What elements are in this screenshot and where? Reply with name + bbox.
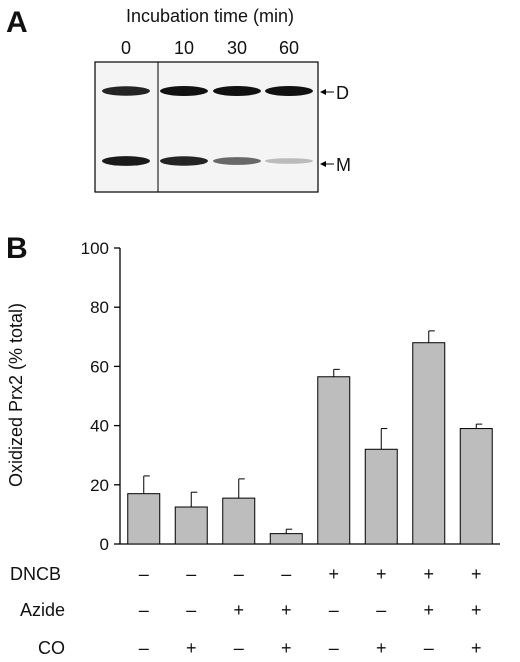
treatment-co-4: – [329, 638, 339, 658]
y-tick-label: 60 [90, 357, 109, 376]
treatment-dncb-3: – [281, 564, 291, 584]
panel-a-letter: A [6, 6, 28, 39]
monomer-marker-label: M [336, 155, 351, 175]
panel-b: B Oxidized Prx2 (% total) 0 20 40 60 80 100 D… [6, 232, 500, 658]
monomer-band-3 [265, 158, 313, 164]
lane-label-1: 10 [174, 38, 194, 58]
lane-label-2: 30 [227, 38, 247, 58]
y-tick-label: 20 [90, 476, 109, 495]
treatment-azide-0: – [139, 600, 149, 620]
treatment-dncb-7: + [471, 564, 482, 584]
factor-label-co: CO [38, 638, 65, 658]
dimer-band-2 [213, 86, 261, 96]
monomer-band-0 [102, 156, 150, 166]
dimer-marker-arrowhead [320, 89, 326, 95]
y-tick-label: 100 [81, 239, 109, 258]
panel-a: A Incubation time (min) 0 10 30 60 D M [6, 6, 351, 193]
y-tick-label: 0 [100, 535, 109, 554]
bar-6 [412, 342, 446, 545]
bar-3 [269, 533, 303, 545]
treatment-azide-3: + [281, 600, 292, 620]
treatment-dncb-0: – [139, 564, 149, 584]
blot-frame [94, 61, 319, 193]
bar-2 [222, 497, 256, 545]
monomer-band-2 [213, 157, 261, 165]
treatment-azide-4: – [329, 600, 339, 620]
monomer-band-1 [160, 156, 208, 166]
treatment-matrix: – – – – + + + + – – + + – – + + – + – + – + – + [139, 564, 482, 658]
treatment-dncb-1: – [186, 564, 196, 584]
treatment-azide-6: + [423, 600, 434, 620]
y-axis-label: Oxidized Prx2 (% total) [6, 303, 26, 487]
dimer-band-1 [160, 86, 208, 96]
y-tick-label: 40 [90, 417, 109, 436]
treatment-co-3: + [281, 638, 292, 658]
panel-b-letter: B [6, 232, 28, 265]
treatment-azide-7: + [471, 600, 482, 620]
treatment-azide-2: + [233, 600, 244, 620]
treatment-dncb-2: – [234, 564, 244, 584]
bar-5 [364, 448, 398, 545]
y-tick-label: 80 [90, 298, 109, 317]
treatment-co-0: – [139, 638, 149, 658]
bar-7 [459, 428, 493, 545]
treatment-dncb-4: + [328, 564, 339, 584]
bar-0 [127, 493, 161, 545]
bar-4 [317, 376, 351, 545]
factor-label-azide: Azide [20, 600, 65, 620]
treatment-co-5: + [376, 638, 387, 658]
treatment-co-7: + [471, 638, 482, 658]
dimer-band-3 [265, 86, 313, 96]
treatment-co-2: – [234, 638, 244, 658]
treatment-azide-1: – [186, 600, 196, 620]
dimer-band-0 [102, 86, 150, 96]
lane-label-0: 0 [121, 38, 131, 58]
blot-title: Incubation time (min) [126, 6, 294, 26]
treatment-co-1: + [186, 638, 197, 658]
treatment-dncb-5: + [376, 564, 387, 584]
dimer-marker-label: D [336, 83, 349, 103]
treatment-dncb-6: + [423, 564, 434, 584]
bar-1 [174, 506, 208, 545]
treatment-azide-5: – [376, 600, 386, 620]
treatment-co-6: – [424, 638, 434, 658]
factor-label-dncb: DNCB [10, 564, 61, 584]
lane-label-3: 60 [279, 38, 299, 58]
monomer-marker-arrowhead [320, 161, 326, 167]
bar-chart: 0 20 40 60 80 100 [81, 239, 500, 554]
blot-bands [102, 86, 313, 166]
